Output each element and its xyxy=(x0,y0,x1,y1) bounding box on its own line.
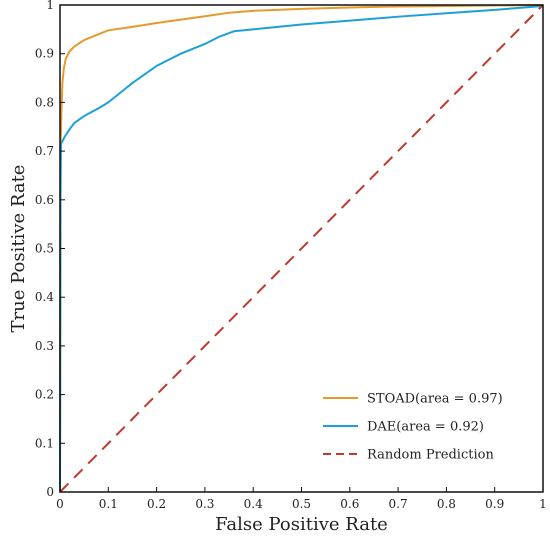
y-tick-label: 0.2 xyxy=(35,388,54,402)
x-tick-label: 0.5 xyxy=(292,497,311,511)
y-axis-title: True Positive Rate xyxy=(8,165,29,333)
legend-label-dae: DAE(area = 0.92) xyxy=(367,420,484,435)
legend-label-random: Random Prediction xyxy=(367,448,494,463)
y-tick-label: 0.9 xyxy=(35,47,54,61)
y-tick-label: 0.7 xyxy=(35,144,54,158)
series-layer xyxy=(59,4,544,493)
y-tick-label: 0.6 xyxy=(35,193,54,207)
x-tick-label: 0.4 xyxy=(244,497,263,511)
series-line-1 xyxy=(59,4,544,493)
x-tick-label: 0.7 xyxy=(389,497,408,511)
tick-layer: 0 0.1 0.2 0.3 0.4 0.5 0.6 0.7 0.8 0.9 1 0 0.1 0.2 0.3 0… xyxy=(35,0,547,511)
y-tick-label: 0.4 xyxy=(35,290,54,304)
y-tick-label: 0.5 xyxy=(35,242,54,256)
y-tick-label: 0 xyxy=(46,485,54,499)
y-tick-label: 0.8 xyxy=(35,95,54,109)
x-tick-label: 1 xyxy=(539,497,547,511)
x-tick-label: 0.8 xyxy=(437,497,456,511)
y-tick-label: 0.3 xyxy=(35,339,54,353)
x-axis-title: False Positive Rate xyxy=(215,514,388,535)
legend: STOAD(area = 0.97) DAE(area = 0.92) Rand… xyxy=(323,392,503,463)
y-tick-label: 1 xyxy=(46,0,54,12)
series-line-0 xyxy=(59,4,544,493)
x-tick-label: 0.6 xyxy=(340,497,359,511)
x-tick-label: 0.2 xyxy=(147,497,166,511)
x-tick-label: 0.3 xyxy=(195,497,214,511)
x-tick-label: 0 xyxy=(56,497,64,511)
legend-label-stoad: STOAD(area = 0.97) xyxy=(367,392,503,407)
x-tick-label: 0.9 xyxy=(485,497,504,511)
series-line-2 xyxy=(59,4,544,493)
y-tick-label: 0.1 xyxy=(35,436,54,450)
x-tick-label: 0.1 xyxy=(99,497,118,511)
